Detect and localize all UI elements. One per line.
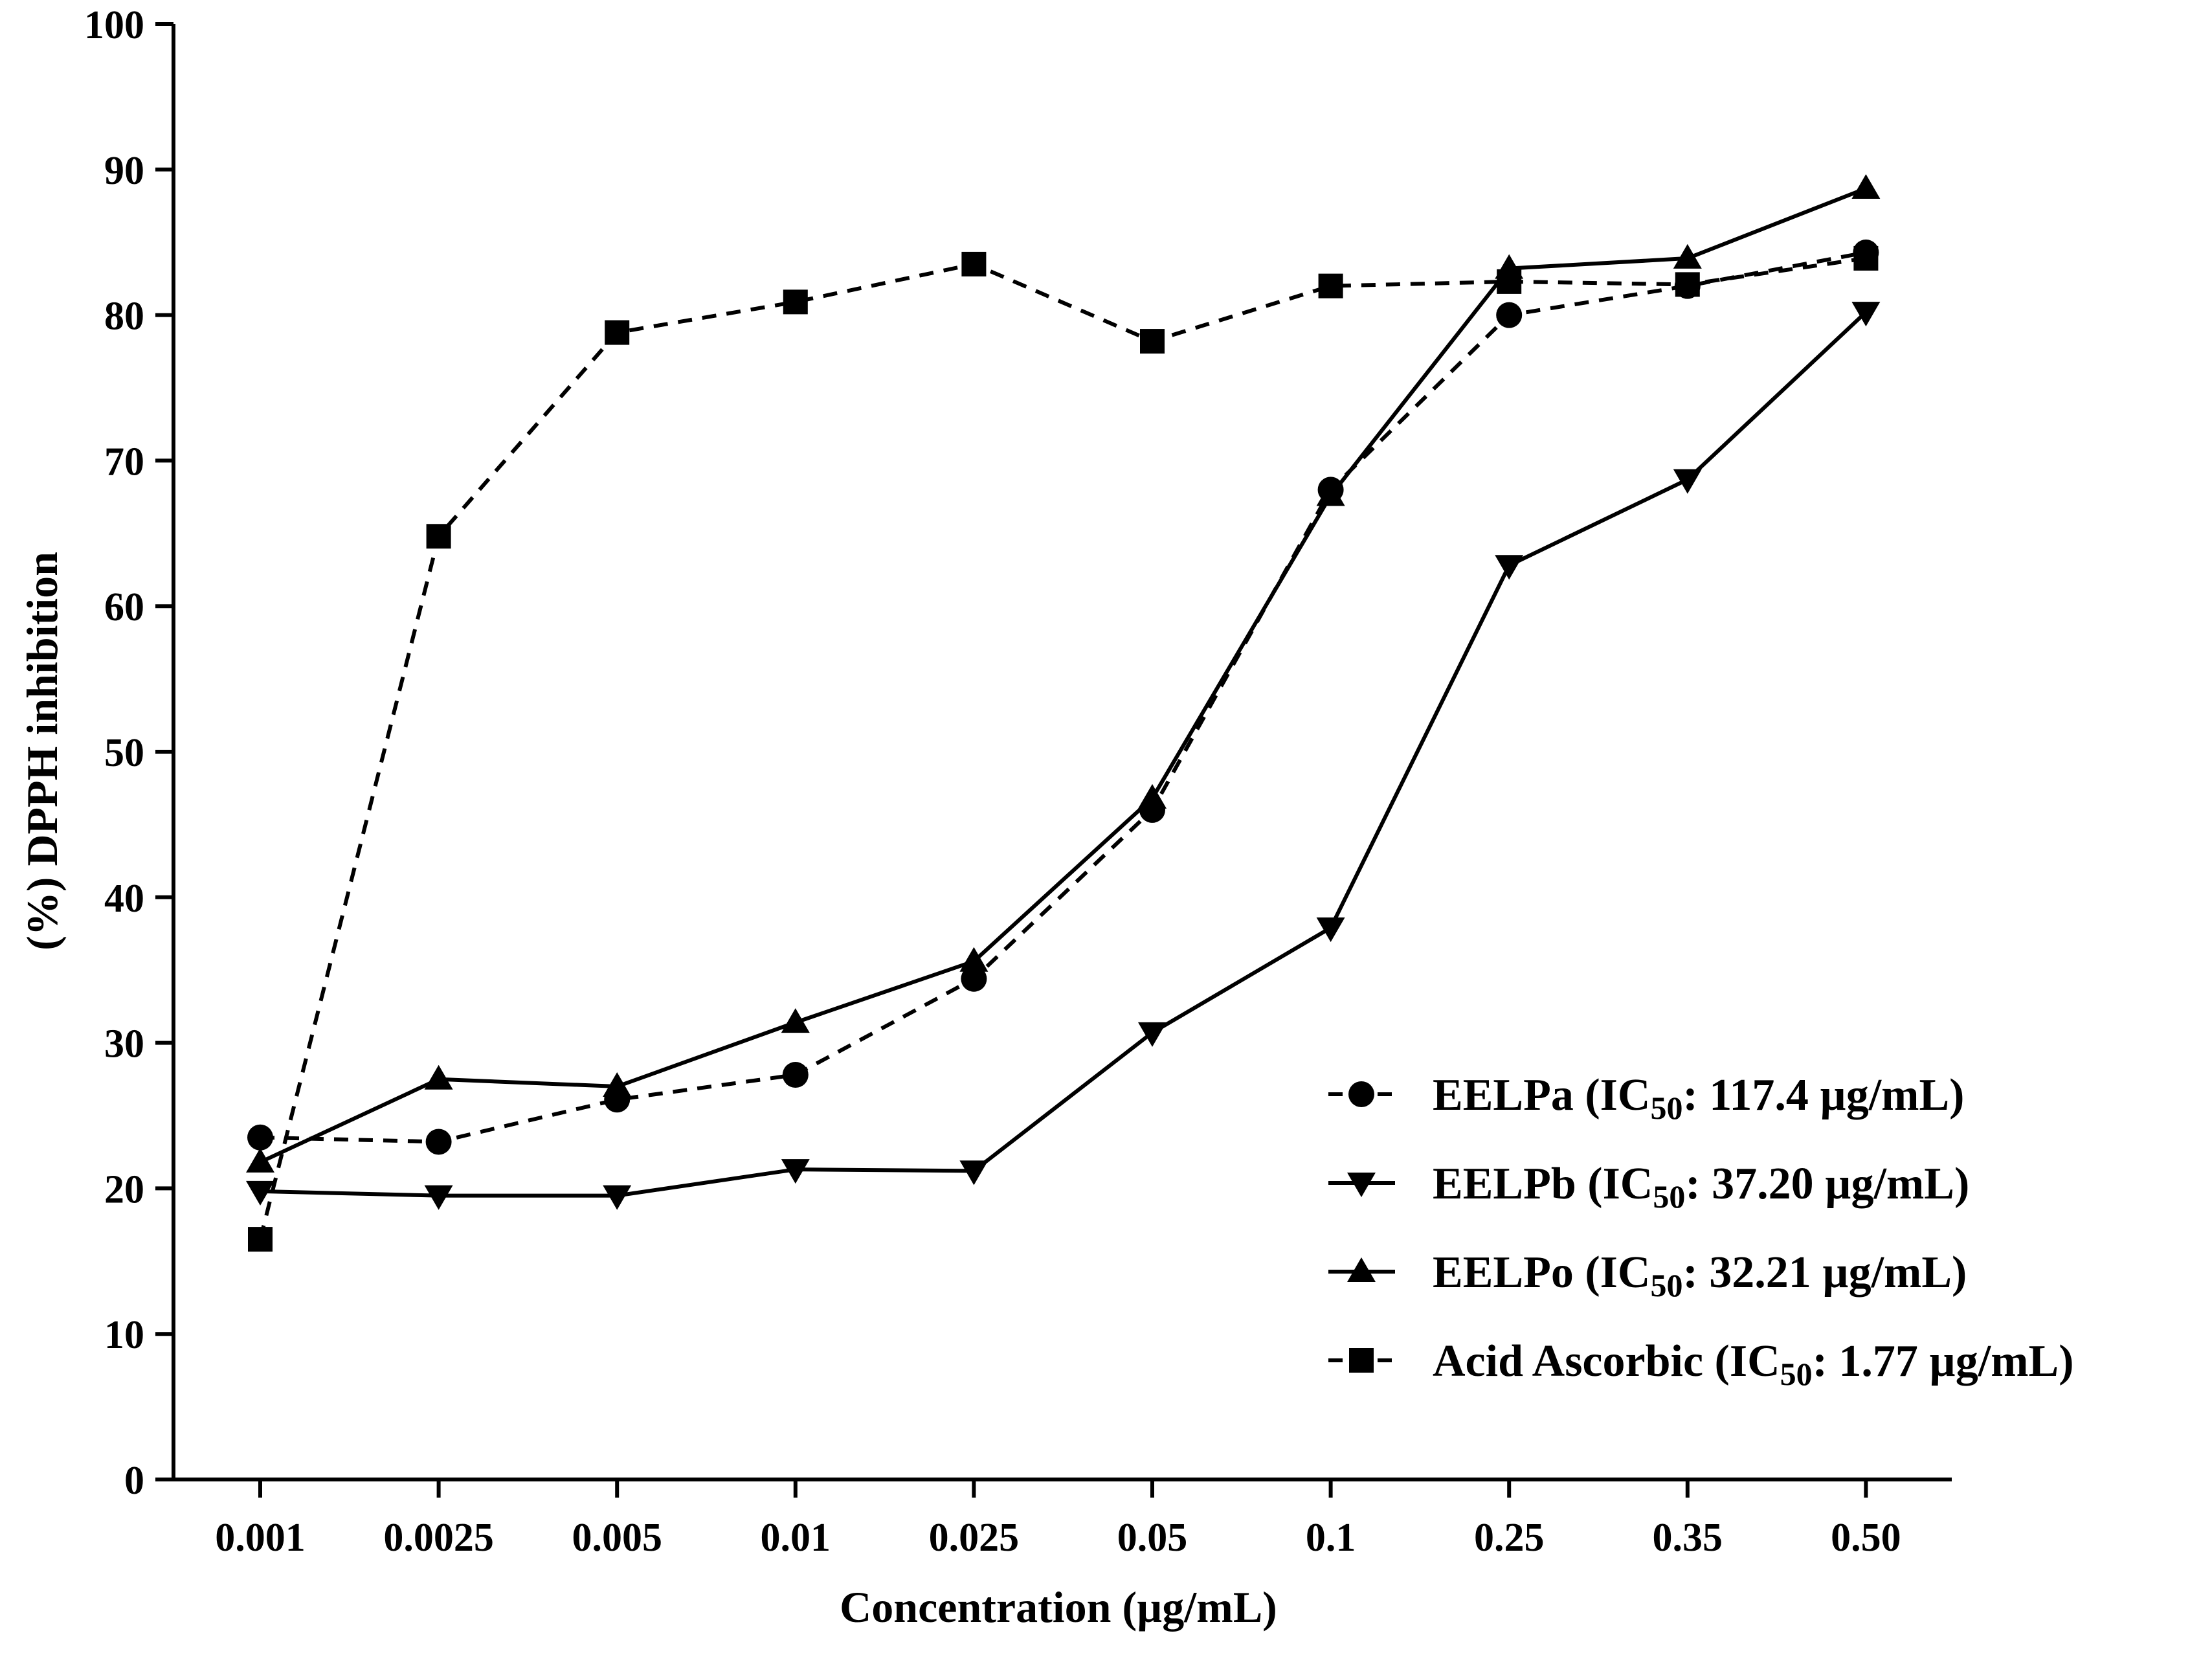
data-point	[246, 1147, 274, 1173]
data-point	[605, 320, 630, 345]
data-point	[1673, 243, 1702, 269]
legend-marker	[1349, 1348, 1374, 1373]
series-acid-ascorbic	[248, 245, 1879, 1252]
data-point	[1138, 783, 1167, 809]
data-point	[603, 1185, 632, 1210]
x-tick-label: 0.35	[1653, 1516, 1723, 1560]
data-point	[782, 1062, 809, 1088]
data-point	[1851, 174, 1881, 199]
data-point	[246, 1180, 274, 1206]
data-point	[959, 947, 989, 972]
y-tick-label: 10	[104, 1313, 144, 1357]
legend-marker	[1347, 1257, 1376, 1282]
data-point	[961, 251, 987, 276]
series-line	[258, 256, 1866, 1240]
legend: EELPa (IC50: 117.4 µg/mL) EELPb (IC50: 37…	[1328, 1070, 2074, 1392]
x-tick-label: 0.50	[1831, 1516, 1901, 1560]
legend-marker	[1347, 1173, 1376, 1197]
series-layer	[246, 174, 1881, 1252]
axes: 0 10 20 30 40 50 60 70 80 90 100 0.001 0.0025 0.005 0.…	[84, 3, 1952, 1560]
data-point	[1851, 302, 1881, 327]
legend-label: EELPb (IC50: 37.20 µg/mL)	[1433, 1159, 1969, 1215]
series-eelpb	[246, 302, 1881, 1210]
series-line	[260, 250, 1866, 1144]
x-tick-label: 0.25	[1474, 1516, 1545, 1560]
legend-entry-acid-ascorbic: Acid Ascorbic (IC50: 1.77 µg/mL)	[1328, 1336, 2074, 1392]
x-tick-label: 0.0025	[383, 1516, 494, 1560]
data-point	[424, 1064, 453, 1090]
x-tick-label: 0.1	[1306, 1516, 1356, 1560]
legend-label: EELPo (IC50: 32.21 µg/mL)	[1433, 1248, 1967, 1303]
data-point	[961, 965, 987, 992]
y-tick-label: 70	[104, 440, 144, 484]
series-line	[259, 186, 1867, 1164]
data-point	[1675, 272, 1700, 297]
data-point	[781, 1008, 810, 1033]
legend-label: Acid Ascorbic (IC50: 1.77 µg/mL)	[1433, 1336, 2074, 1392]
data-point	[426, 524, 451, 549]
data-point	[1853, 245, 1879, 271]
series-eelpa	[247, 239, 1879, 1155]
series-line	[260, 310, 1868, 1198]
data-point	[1316, 917, 1345, 943]
y-tick-label: 20	[104, 1167, 144, 1211]
y-tick-label: 60	[104, 585, 144, 629]
data-point	[1497, 269, 1522, 294]
y-axis-title: (%) DPPH inhibition	[17, 552, 67, 950]
y-tick-label: 40	[104, 877, 144, 921]
y-tick-label: 50	[104, 731, 144, 775]
legend-marker	[1348, 1081, 1374, 1107]
data-point	[783, 289, 808, 315]
data-point	[603, 1072, 632, 1097]
x-tick-label: 0.005	[572, 1516, 662, 1560]
y-tick-label: 0	[124, 1459, 144, 1503]
x-axis-title: Concentration (µg/mL)	[840, 1582, 1277, 1632]
data-point	[1495, 555, 1524, 580]
data-point	[425, 1129, 452, 1155]
y-tick-label: 90	[104, 149, 144, 193]
legend-entry-eelpa: EELPa (IC50: 117.4 µg/mL)	[1328, 1070, 1964, 1126]
x-tick-label: 0.001	[215, 1516, 306, 1560]
x-tick-label: 0.01	[761, 1516, 831, 1560]
data-point	[1673, 469, 1702, 494]
y-tick-label: 30	[104, 1022, 144, 1066]
data-point	[1318, 273, 1343, 298]
legend-entry-eelpo: EELPo (IC50: 32.21 µg/mL)	[1328, 1248, 1967, 1303]
x-tick-label: 0.025	[929, 1516, 1020, 1560]
legend-label: EELPa (IC50: 117.4 µg/mL)	[1433, 1070, 1964, 1126]
data-point	[781, 1159, 810, 1184]
y-tick-label: 80	[104, 295, 144, 339]
data-point	[1140, 329, 1165, 354]
legend-entry-eelpb: EELPb (IC50: 37.20 µg/mL)	[1328, 1159, 1969, 1215]
data-point	[248, 1227, 273, 1252]
data-point	[247, 1124, 273, 1151]
y-tick-label: 100	[84, 3, 144, 47]
data-point	[1138, 1022, 1167, 1047]
data-point	[959, 1160, 989, 1186]
series-eelpo	[246, 174, 1881, 1173]
data-point	[1496, 302, 1523, 328]
data-point	[1316, 481, 1345, 506]
x-tick-label: 0.05	[1117, 1516, 1188, 1560]
data-point	[424, 1185, 453, 1210]
